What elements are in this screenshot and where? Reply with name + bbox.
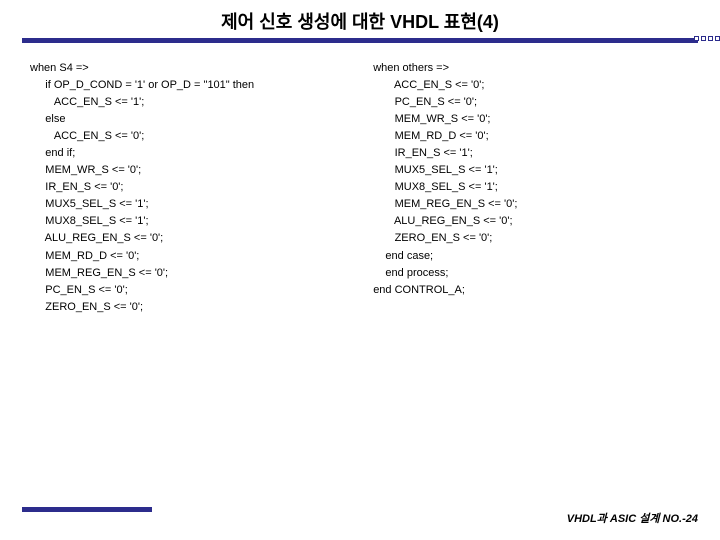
underline-tail-squares [694,36,720,41]
code-column-left: when S4 => if OP_D_COND = '1' or OP_D = … [30,60,373,316]
footer-accent-bar [22,507,152,512]
title-underline [0,38,720,48]
page-title: 제어 신호 생성에 대한 VHDL 표현(4) [0,0,720,38]
footer-page-label: VHDL과 ASIC 설계 NO.-24 [567,510,698,526]
code-column-right: when others => ACC_EN_S <= '0'; PC_EN_S … [373,60,690,316]
content-area: when S4 => if OP_D_COND = '1' or OP_D = … [0,48,720,316]
underline-main-bar [22,38,698,43]
